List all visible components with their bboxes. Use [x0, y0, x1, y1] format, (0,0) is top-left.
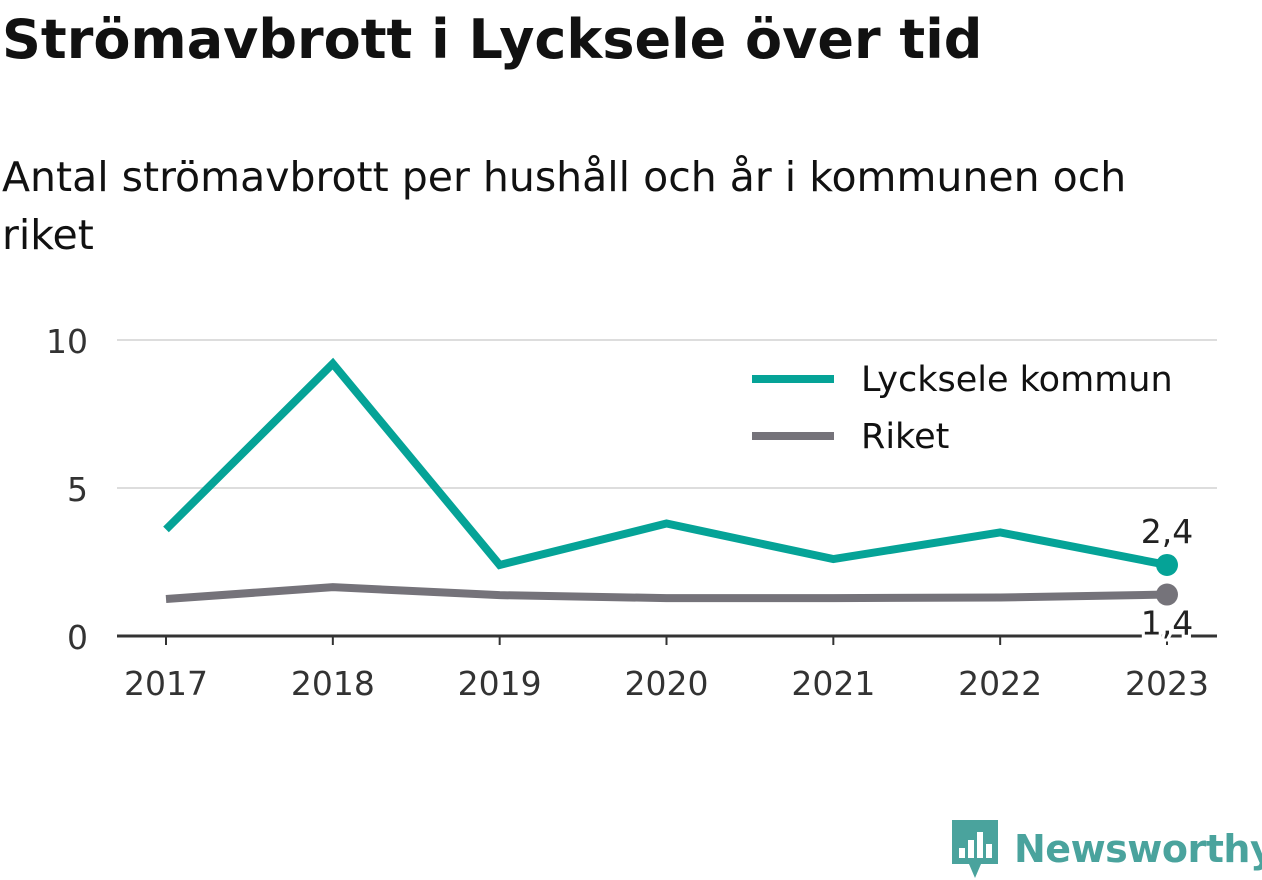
- x-tick-label: 2020: [625, 664, 709, 703]
- x-tick-label: 2019: [458, 664, 542, 703]
- x-tick-label: 2017: [124, 664, 208, 703]
- x-tick-label: 2018: [291, 664, 375, 703]
- series-line: [163, 357, 1168, 570]
- brand-name: Newsworthy: [1014, 827, 1262, 871]
- end-point-marker: [1156, 553, 1178, 576]
- end-value-label: 2,4: [1141, 512, 1193, 551]
- end-value-label: 1,4: [1141, 604, 1193, 643]
- chart-title: Strömavbrott i Lycksele över tid: [2, 8, 983, 71]
- x-tick-label: 2023: [1125, 664, 1209, 703]
- x-tick-label: 2021: [791, 664, 875, 703]
- y-tick-label: 0: [67, 618, 88, 657]
- legend-label: Lycksele kommun: [861, 360, 1173, 400]
- brand-logo: Newsworthy: [950, 818, 1262, 880]
- y-tick-label: 5: [67, 470, 88, 509]
- series-line: [165, 583, 1168, 603]
- x-tick-label: 2022: [958, 664, 1042, 703]
- bar-chart-badge-icon: [952, 820, 998, 878]
- legend-label: Riket: [861, 417, 949, 457]
- end-point-marker: [1156, 583, 1178, 606]
- chart-subtitle: Antal strömavbrott per hushåll och år i …: [2, 153, 1127, 259]
- y-tick-label: 10: [46, 322, 88, 361]
